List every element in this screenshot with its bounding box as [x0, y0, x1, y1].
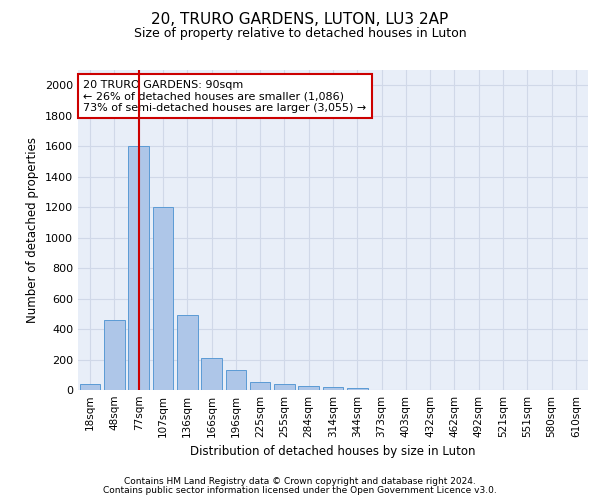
- Bar: [104, 320, 125, 390]
- X-axis label: Distribution of detached houses by size in Luton: Distribution of detached houses by size …: [190, 446, 476, 458]
- Bar: [226, 370, 246, 390]
- Text: Contains public sector information licensed under the Open Government Licence v3: Contains public sector information licen…: [103, 486, 497, 495]
- Bar: [274, 384, 295, 390]
- Text: Contains HM Land Registry data © Crown copyright and database right 2024.: Contains HM Land Registry data © Crown c…: [124, 478, 476, 486]
- Bar: [152, 207, 173, 390]
- Text: Size of property relative to detached houses in Luton: Size of property relative to detached ho…: [134, 28, 466, 40]
- Bar: [250, 382, 271, 390]
- Bar: [177, 316, 197, 390]
- Text: 20 TRURO GARDENS: 90sqm
← 26% of detached houses are smaller (1,086)
73% of semi: 20 TRURO GARDENS: 90sqm ← 26% of detache…: [83, 80, 367, 113]
- Bar: [80, 384, 100, 390]
- Y-axis label: Number of detached properties: Number of detached properties: [26, 137, 40, 323]
- Bar: [323, 387, 343, 390]
- Bar: [347, 388, 368, 390]
- Bar: [298, 386, 319, 390]
- Bar: [128, 146, 149, 390]
- Text: 20, TRURO GARDENS, LUTON, LU3 2AP: 20, TRURO GARDENS, LUTON, LU3 2AP: [151, 12, 449, 28]
- Bar: [201, 358, 222, 390]
